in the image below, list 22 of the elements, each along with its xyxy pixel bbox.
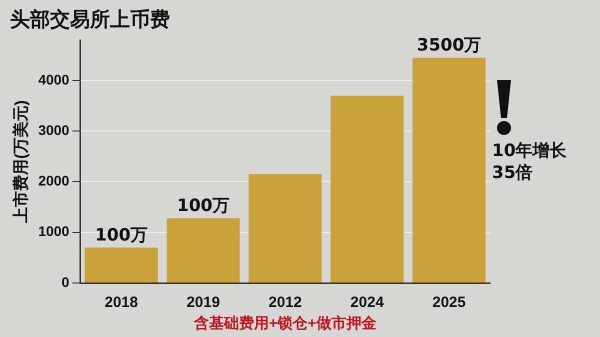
- y-tick-label: 0: [62, 274, 70, 290]
- bar: [412, 58, 486, 282]
- y-tick-label: 1000: [38, 223, 70, 240]
- y-tick-label: 4000: [38, 71, 70, 88]
- x-tick-label: 2024: [350, 294, 384, 312]
- x-axis-title: 含基础费用+锁仓+做市押金: [192, 314, 376, 332]
- annotation: 100万: [95, 225, 148, 246]
- bar: [84, 248, 158, 282]
- y-tick-label: 3000: [38, 122, 70, 138]
- annotation: 3500万: [416, 36, 482, 56]
- bar: [330, 96, 404, 282]
- y-tick-label: 2000: [38, 172, 70, 189]
- x-tick-label: 2025: [432, 294, 466, 312]
- annotation: 100万: [176, 196, 230, 216]
- x-tick-label: 2019: [186, 294, 220, 312]
- text: 10年增长 35倍: [492, 140, 567, 184]
- bar: [166, 218, 240, 282]
- x-tick-label: 2012: [268, 294, 302, 312]
- y-axis-title: 上市费用(万美元): [11, 100, 30, 224]
- x-tick-label: 2018: [104, 294, 138, 312]
- bar: [248, 174, 322, 282]
- chart-title: 头部交易所上币费: [10, 6, 170, 33]
